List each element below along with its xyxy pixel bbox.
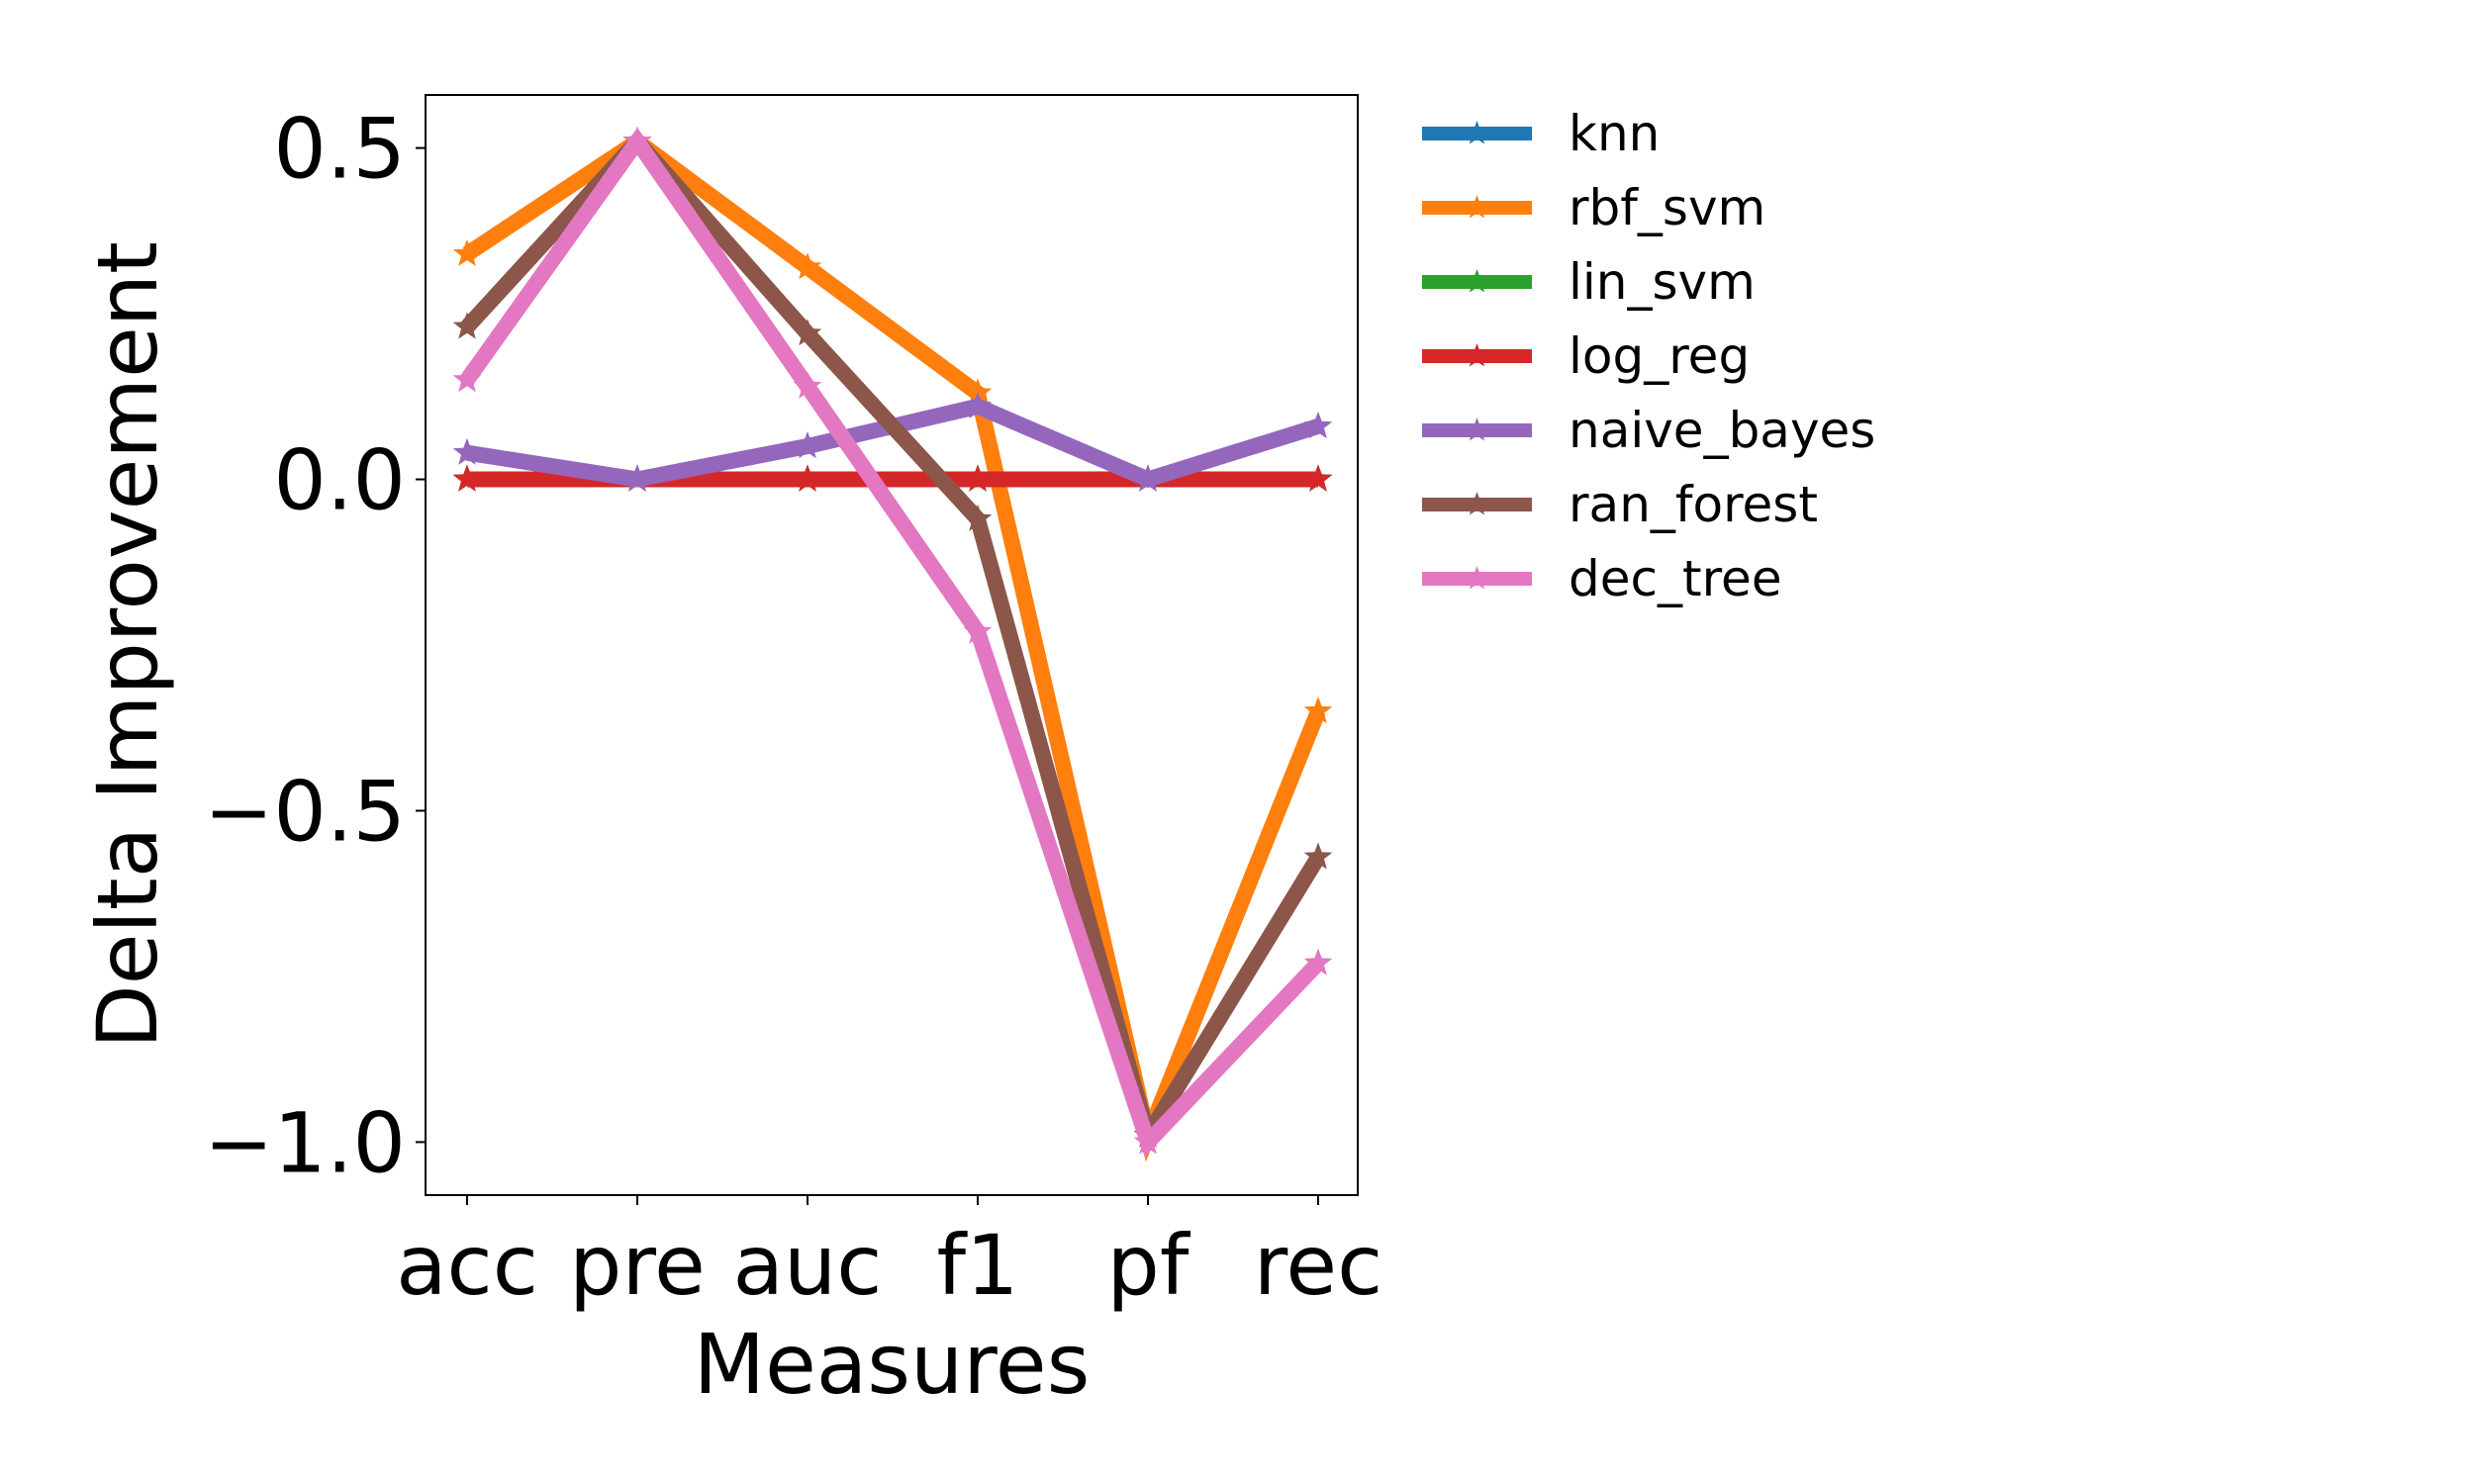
legend-entry-rbf_svm: rbf_svm: [1422, 179, 1765, 236]
data-point-naive_bayes: [452, 437, 482, 465]
data-point-log_reg: [452, 464, 482, 492]
data-point-ran_forest: [963, 504, 993, 531]
legend-label: dec_tree: [1569, 550, 1782, 607]
legend-label: ran_forest: [1569, 476, 1818, 533]
data-point-dec_tree: [793, 371, 822, 399]
x-tick-label: pf: [1107, 1217, 1191, 1314]
plot-frame: [425, 94, 1359, 1196]
legend-label: naive_bayes: [1569, 402, 1875, 459]
legend-entry-naive_bayes: naive_bayes: [1422, 402, 1875, 459]
data-point-dec_tree: [622, 126, 652, 153]
y-tick-label: 0.5: [273, 101, 406, 198]
data-point-log_reg: [963, 464, 993, 492]
legend-label: rbf_svm: [1569, 179, 1765, 236]
data-point-rbf_svm: [1303, 696, 1333, 724]
data-point-naive_bayes: [622, 464, 652, 492]
x-tick-label: f1: [936, 1217, 1018, 1314]
legend-marker: [1465, 195, 1489, 219]
data-point-rbf_svm: [793, 252, 822, 280]
y-tick-label: −0.5: [204, 763, 406, 860]
data-point-log_reg: [793, 464, 822, 492]
y-tick-label: −1.0: [204, 1094, 406, 1191]
data-point-dec_tree: [963, 616, 993, 644]
legend-marker: [1465, 269, 1489, 293]
data-point-rbf_svm: [452, 238, 482, 266]
legend-entry-ran_forest: ran_forest: [1422, 476, 1818, 533]
legend-label: log_reg: [1569, 327, 1750, 385]
legend-entry-knn: knn: [1422, 105, 1660, 162]
series-rbf_svm: [452, 126, 1333, 1162]
data-point-log_reg: [1303, 464, 1333, 492]
legend-label: lin_svm: [1569, 253, 1756, 311]
data-point-ran_forest: [1303, 842, 1333, 870]
legend-entry-log_reg: log_reg: [1422, 327, 1750, 385]
y-tick-label: 0.0: [273, 432, 406, 529]
data-point-naive_bayes: [963, 391, 993, 418]
series-layer: [452, 126, 1333, 1162]
x-axis-label: Measures: [694, 1316, 1091, 1413]
legend-entry-dec_tree: dec_tree: [1422, 550, 1782, 607]
legend-label: knn: [1569, 105, 1660, 162]
series-line-rbf_svm: [462, 132, 1326, 1162]
series-line-ran_forest: [461, 129, 1325, 1156]
x-tick-label: auc: [733, 1217, 883, 1314]
legend: knn rbf_svm lin_svm log_reg naive_bayes ran_f…: [1422, 105, 1875, 607]
legend-marker: [1465, 121, 1489, 144]
legend-marker: [1465, 492, 1489, 515]
data-point-naive_bayes: [1303, 411, 1333, 439]
legend-entry-lin_svm: lin_svm: [1422, 253, 1756, 311]
data-point-naive_bayes: [793, 431, 822, 459]
series-line-dec_tree: [460, 127, 1324, 1158]
ticks-layer: acc pre auc f1 pf rec 0.5 0.0 −0.5 −1.0: [204, 101, 1382, 1314]
data-point-dec_tree: [1303, 948, 1333, 975]
data-point-ran_forest: [452, 312, 482, 339]
x-tick-label: pre: [569, 1217, 706, 1314]
series-dec_tree: [452, 126, 1333, 1158]
data-point-dec_tree: [452, 365, 482, 393]
data-point-dec_tree: [1133, 1127, 1163, 1155]
legend-marker: [1465, 566, 1489, 590]
data-point-ran_forest: [793, 319, 822, 346]
x-tick-label: rec: [1254, 1217, 1383, 1314]
y-axis-label: Delta Improvement: [79, 241, 176, 1049]
legend-marker: [1465, 417, 1489, 441]
legend-marker: [1465, 343, 1489, 367]
x-tick-label: acc: [396, 1217, 538, 1314]
data-point-naive_bayes: [1133, 464, 1163, 492]
